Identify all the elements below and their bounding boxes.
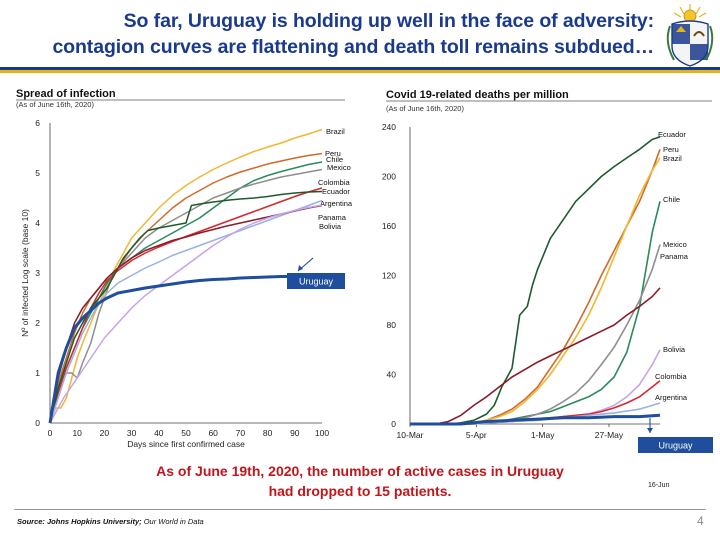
deaths-series-label-peru: Peru xyxy=(663,145,679,154)
chart-1-y-tick: 6 xyxy=(35,118,40,128)
deaths-series-label-bolivia: Bolivia xyxy=(663,345,686,354)
series-label-chile: Chile xyxy=(326,155,343,164)
chart-1-x-tick: 20 xyxy=(100,428,110,438)
deaths-series-label-ecuador: Ecuador xyxy=(658,130,686,139)
uruguay-highlight-box xyxy=(287,273,345,289)
chart-1-y-tick: 1 xyxy=(35,368,40,378)
deaths-series-label-colombia: Colombia xyxy=(655,372,688,381)
chart-2-x-tick: 27-May xyxy=(595,430,624,440)
chart-2-y-tick: 240 xyxy=(382,122,396,132)
deaths-uruguay-arrow-head xyxy=(647,428,653,433)
chart-2-y-tick: 0 xyxy=(391,419,396,429)
source-label: Source: Johns Hopkins University; xyxy=(17,517,142,526)
series-label-peru: Peru xyxy=(325,149,341,158)
chart-1-x-tick: 50 xyxy=(181,428,191,438)
deaths-series-label-panama: Panama xyxy=(660,252,689,261)
deaths-series-label-brazil: Brazil xyxy=(663,154,682,163)
series-line-colombia xyxy=(49,187,323,424)
series-line-panama xyxy=(49,204,323,424)
deaths-uruguay-highlight-label: Uruguay xyxy=(658,441,693,451)
chart-1-x-tick: 100 xyxy=(315,428,329,438)
series-line-peru xyxy=(49,152,323,424)
series-label-colombia: Colombia xyxy=(318,178,351,187)
deaths-series-line-brazil xyxy=(410,157,661,425)
series-label-ecuador: Ecuador xyxy=(322,187,350,196)
series-line-bolivia xyxy=(49,204,323,424)
deaths-series-label-mexico: Mexico xyxy=(663,240,687,249)
chart-1-x-tick: 90 xyxy=(290,428,300,438)
chart-1-x-tick: 0 xyxy=(48,428,53,438)
series-label-bolivia: Bolivia xyxy=(319,222,342,231)
series-line-argentina xyxy=(49,199,323,424)
series-label-brazil: Brazil xyxy=(326,127,345,136)
chart-2-x-tick: 10-Mar xyxy=(397,430,424,440)
header-rule-gold xyxy=(0,70,720,73)
page-title-line-1: So far, Uruguay is holding up well in th… xyxy=(123,10,654,32)
chart-1-y-tick: 4 xyxy=(35,218,40,228)
chart-2-y-tick: 160 xyxy=(382,221,396,231)
deaths-uruguay-highlight-box xyxy=(638,437,713,453)
source-rest: Our World in Data xyxy=(141,517,204,526)
chart-2-x-tick: 1-May xyxy=(531,430,555,440)
deaths-series-line-panama xyxy=(410,287,661,425)
deaths-series-label-chile: Chile xyxy=(663,195,680,204)
chart-1-x-tick: 80 xyxy=(263,428,273,438)
header-rule-blue xyxy=(0,67,720,70)
chart-spread-of-infection: Spread of infection(As of June 16th, 202… xyxy=(16,88,353,449)
chart-1-y-tick: 3 xyxy=(35,268,40,278)
chart-1-x-tick: 70 xyxy=(236,428,246,438)
series-line-brazil xyxy=(49,128,323,424)
active-cases-note-line-1: As of June 19th, 2020, the number of act… xyxy=(156,463,564,479)
active-cases-note-line-2: had dropped to 15 patients. xyxy=(268,483,452,499)
footer-rule xyxy=(14,509,706,510)
chart-2-y-tick: 120 xyxy=(382,271,396,281)
chart-1-subtitle: (As of June 16th, 2020) xyxy=(16,100,94,109)
chart-1-x-tick: 40 xyxy=(154,428,164,438)
chart-1-y-tick: 5 xyxy=(35,168,40,178)
deaths-series-line-uruguay xyxy=(410,413,661,426)
series-label-argentina: Argentina xyxy=(320,199,353,208)
chart-2-y-tick: 40 xyxy=(387,370,397,380)
chart-1-y-label: Nº of infected Log scale (base 10) xyxy=(20,209,30,337)
chart-2-y-tick: 200 xyxy=(382,172,396,182)
page-number: 4 xyxy=(697,514,704,528)
series-label-panama: Panama xyxy=(318,213,347,222)
chart-1-title: Spread of infection xyxy=(16,88,116,100)
chart-1-x-label: Days since first confirmed case xyxy=(127,439,245,449)
title-block: So far, Uruguay is holding up well in th… xyxy=(0,0,660,62)
series-label-mexico: Mexico xyxy=(327,163,351,172)
chart-1-y-tick: 2 xyxy=(35,318,40,328)
deaths-series-line-ecuador xyxy=(410,136,661,425)
deaths-series-line-peru xyxy=(410,149,661,425)
end-date-label: 16-Jun xyxy=(648,482,670,489)
source-note: Source: Johns Hopkins University; Our Wo… xyxy=(17,517,204,526)
chart-2-title: Covid 19-related deaths per million xyxy=(386,89,569,101)
chart-2-x-tick: 5-Apr xyxy=(466,430,487,440)
deaths-series-label-argentina: Argentina xyxy=(655,393,688,402)
chart-1-x-tick: 10 xyxy=(72,428,82,438)
chart-1-x-tick: 60 xyxy=(208,428,218,438)
uruguay-arrow-head xyxy=(298,265,303,271)
chart-deaths-per-million: Covid 19-related deaths per million (As o… xyxy=(382,89,713,489)
series-line-mexico xyxy=(49,168,323,424)
chart-1-y-tick: 0 xyxy=(35,418,40,428)
active-cases-note: As of June 19th, 2020, the number of act… xyxy=(0,461,720,501)
chart-1-x-tick: 30 xyxy=(127,428,137,438)
series-line-uruguay xyxy=(48,274,309,424)
deaths-series-line-mexico xyxy=(410,244,661,425)
chart-2-y-tick: 80 xyxy=(387,320,397,330)
uruguay-highlight-label: Uruguay xyxy=(299,277,334,287)
page-title-line-2: contagion curves are flattening and deat… xyxy=(52,36,654,58)
uruguay-coat-of-arms-icon xyxy=(666,4,714,67)
chart-2-subtitle: (As of June 16th, 2020) xyxy=(386,104,464,113)
